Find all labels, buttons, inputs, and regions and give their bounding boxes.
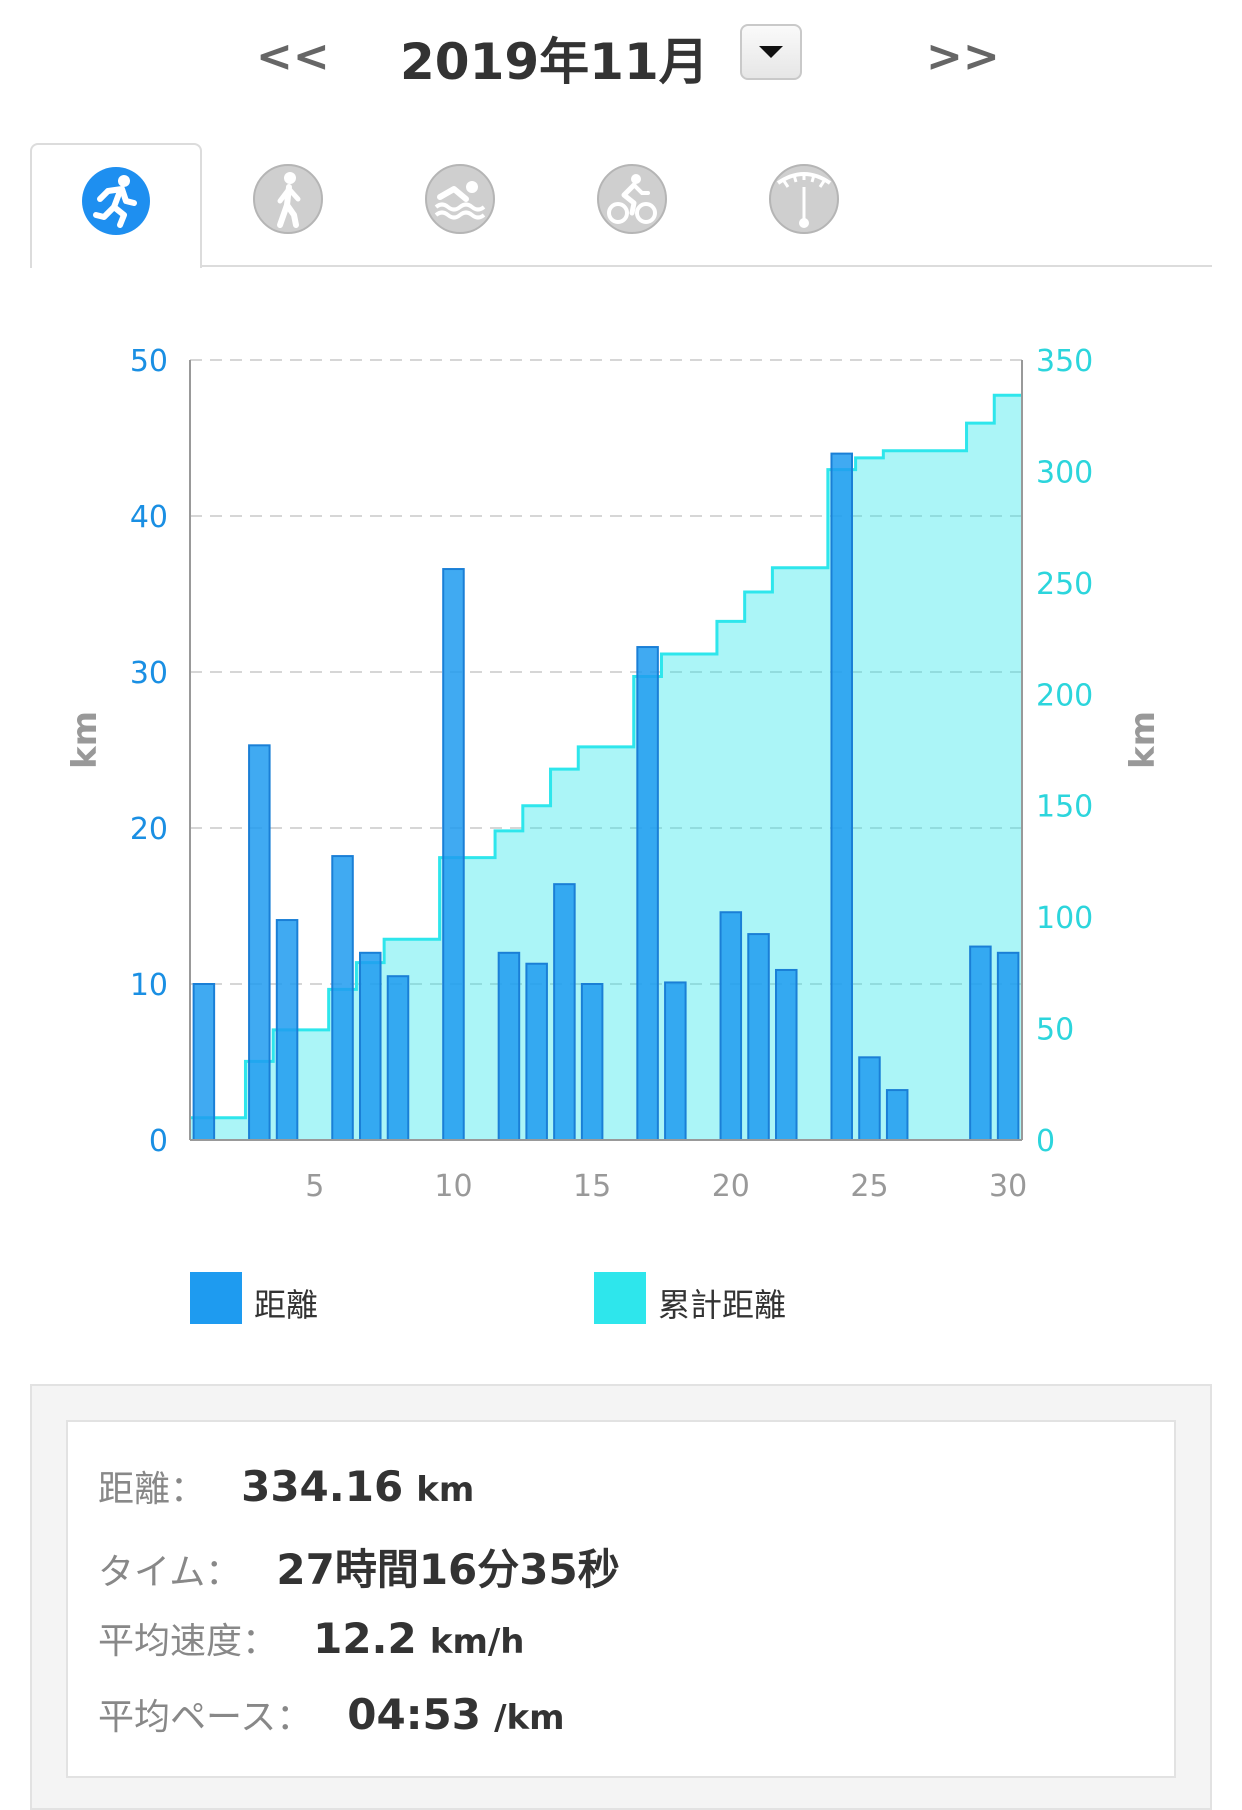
right-axis-unit-label: km xyxy=(1123,711,1163,769)
summary-distance: 距離： 334.16 km xyxy=(98,1460,474,1520)
left-axis-tick-label: 50 xyxy=(130,344,168,379)
distance-bar xyxy=(331,855,354,1142)
distance-bar xyxy=(442,568,465,1142)
legend-label-cumulative: 累計距離 xyxy=(658,1286,787,1324)
distance-bar xyxy=(996,951,1020,1141)
left-axis-tick-label: 30 xyxy=(130,656,168,691)
walker-icon xyxy=(253,164,323,234)
right-axis-tick-label: 250 xyxy=(1036,567,1093,602)
distance-bar xyxy=(248,744,271,1141)
month-title: 2019年11月 xyxy=(400,33,709,91)
summary-time: タイム： 27時間16分35秒 xyxy=(98,1536,620,1596)
distance-bar xyxy=(386,975,410,1142)
distance-bar xyxy=(858,1056,881,1142)
summary-distance-label: 距離： xyxy=(98,1469,207,1510)
distance-bar xyxy=(275,919,299,1141)
summary-avg-speed-label: 平均速度： xyxy=(98,1621,279,1662)
distance-bar xyxy=(775,968,798,1142)
x-axis-tick-label: 15 xyxy=(573,1169,611,1204)
distance-bar xyxy=(885,1089,909,1142)
prev-month-button[interactable]: << xyxy=(250,30,336,83)
legend-label-distance: 距離 xyxy=(254,1286,319,1324)
monthly-distance-chart: 0 10 20 30 40 50 0 50 100 150 200 250 300 350 5 10 15 20 2… xyxy=(65,344,1163,1204)
right-axis-tick-label: 350 xyxy=(1036,344,1093,379)
summary-card: 距離： 334.16 km タイム： 27時間16分35秒 平均速度： 12.2… xyxy=(66,1420,1176,1778)
distance-bar xyxy=(747,933,770,1142)
month-header: << 2019年11月 >> xyxy=(0,0,1242,120)
distance-bar xyxy=(969,945,992,1141)
activity-tabs xyxy=(30,143,1212,268)
month-dropdown-button[interactable] xyxy=(740,24,802,80)
summary-avg-pace-value: 04:53 xyxy=(347,1690,481,1739)
swimmer-icon xyxy=(425,164,495,234)
x-axis-tick-label: 20 xyxy=(712,1169,750,1204)
cumulative-area-layer xyxy=(190,393,1022,1141)
right-axis-tick-label: 200 xyxy=(1036,678,1093,713)
tab-meter[interactable] xyxy=(718,143,890,267)
distance-bar xyxy=(359,951,382,1141)
caret-down-icon xyxy=(759,46,783,58)
distance-bar xyxy=(636,646,659,1141)
summary-time-label: タイム： xyxy=(98,1552,242,1593)
tab-swimming[interactable] xyxy=(374,143,546,267)
chart-tick-labels: 0 10 20 30 40 50 0 50 100 150 200 250 300 350 5 10 15 20 2… xyxy=(65,344,1163,1204)
distance-bar xyxy=(580,983,604,1141)
runner-icon xyxy=(82,167,150,235)
left-axis-tick-label: 10 xyxy=(130,968,168,1003)
summary-time-value: 27時間16分35秒 xyxy=(276,1545,620,1594)
tabs-divider xyxy=(200,265,1212,267)
left-axis-tick-label: 40 xyxy=(130,500,168,535)
right-axis-tick-label: 50 xyxy=(1036,1013,1074,1048)
tab-cycling[interactable] xyxy=(546,143,718,267)
distance-bar xyxy=(664,981,687,1141)
distance-bar xyxy=(525,962,548,1141)
right-axis-tick-label: 150 xyxy=(1036,790,1093,825)
summary-avg-pace: 平均ペース： 04:53 /km xyxy=(98,1688,565,1748)
summary-distance-value: 334.16 xyxy=(241,1462,404,1511)
summary-distance-unit: km xyxy=(416,1470,475,1510)
gauge-icon xyxy=(769,164,839,234)
summary-avg-speed-value: 12.2 xyxy=(313,1614,417,1663)
summary-avg-speed: 平均速度： 12.2 km/h xyxy=(98,1612,525,1672)
left-axis-unit-label: km xyxy=(65,711,105,769)
chart-axes xyxy=(189,360,1023,1141)
distance-bar xyxy=(192,983,216,1141)
right-axis-tick-label: 100 xyxy=(1036,901,1093,936)
summary-panel: 距離： 334.16 km タイム： 27時間16分35秒 平均速度： 12.2… xyxy=(30,1384,1212,1810)
cyclist-icon xyxy=(597,164,667,234)
right-axis-tick-label: 0 xyxy=(1036,1124,1055,1159)
tab-walking[interactable] xyxy=(202,143,374,267)
distance-bar xyxy=(497,951,521,1141)
right-axis-tick-label: 300 xyxy=(1036,455,1093,490)
x-axis-tick-label: 5 xyxy=(305,1169,324,1204)
x-axis-tick-label: 10 xyxy=(434,1169,472,1204)
summary-avg-speed-unit: km/h xyxy=(429,1622,525,1662)
legend-swatch-cumulative xyxy=(594,1272,646,1324)
summary-avg-pace-unit: /km xyxy=(494,1698,565,1738)
distance-bar xyxy=(719,911,743,1141)
left-axis-tick-label: 0 xyxy=(149,1124,168,1159)
legend-swatch-distance xyxy=(190,1272,242,1324)
x-axis-tick-label: 30 xyxy=(989,1169,1027,1204)
tab-running[interactable] xyxy=(30,143,202,268)
left-axis-tick-label: 20 xyxy=(130,812,168,847)
summary-avg-pace-label: 平均ペース： xyxy=(98,1697,313,1738)
cumulative-area xyxy=(190,395,1022,1141)
x-axis-tick-label: 25 xyxy=(850,1169,888,1204)
distance-bar xyxy=(553,883,576,1141)
next-month-button[interactable]: >> xyxy=(920,30,1006,83)
distance-bar xyxy=(830,452,853,1142)
